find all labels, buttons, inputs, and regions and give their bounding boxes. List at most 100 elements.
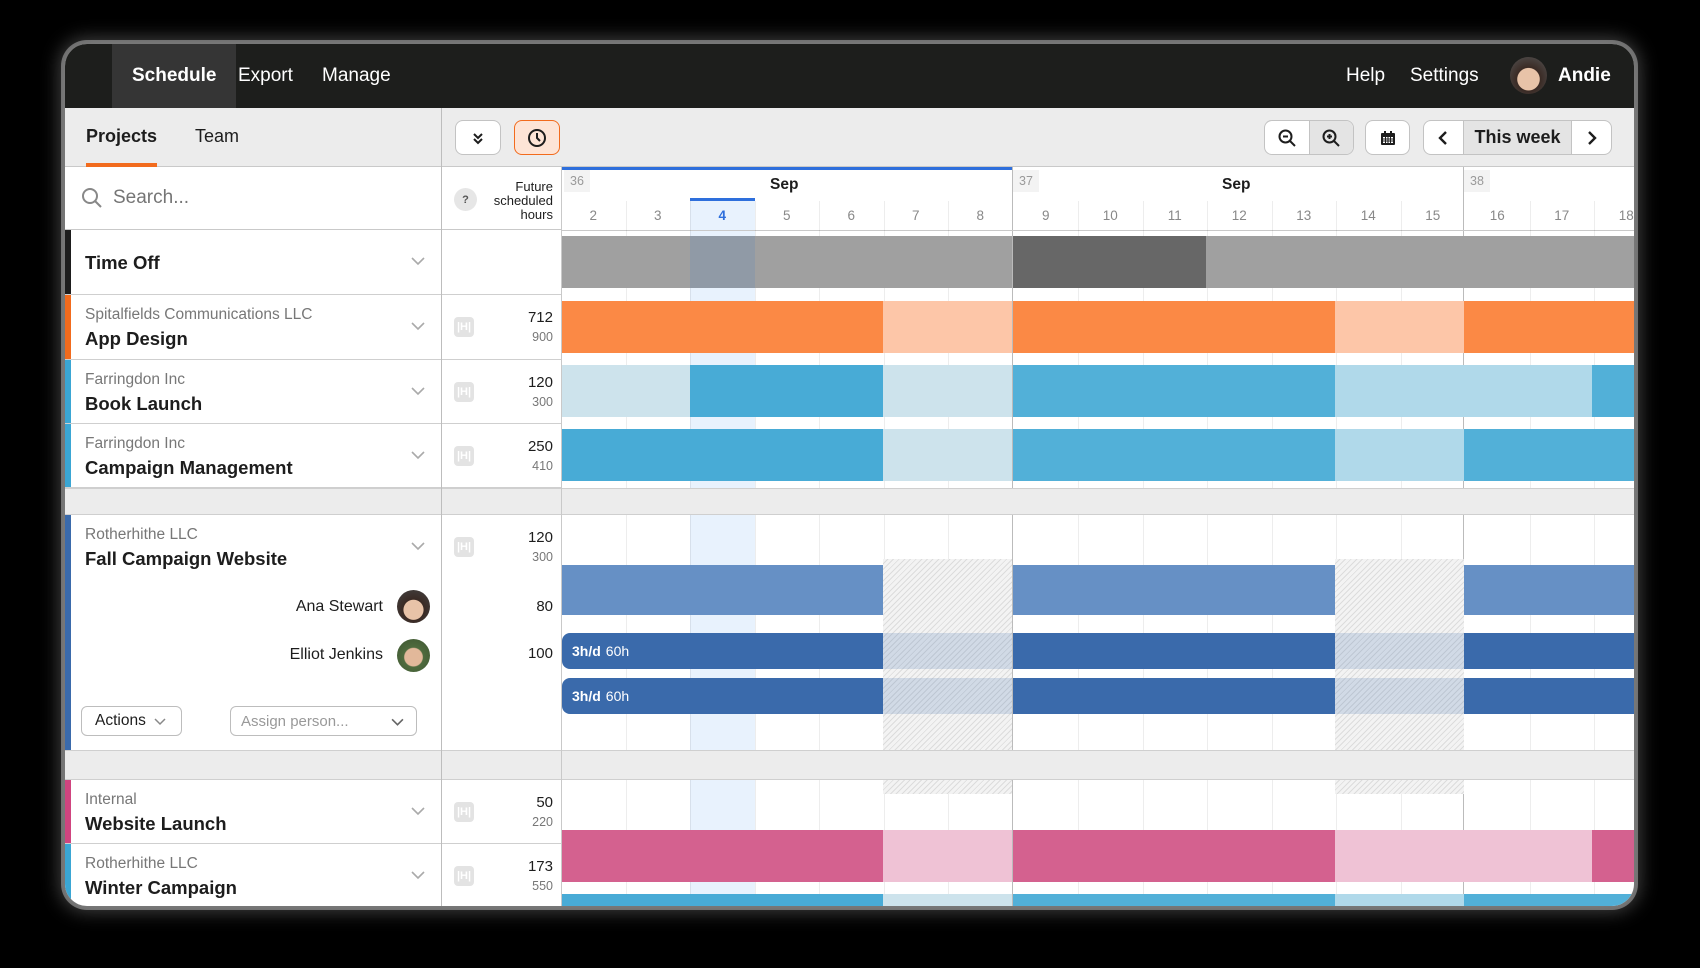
budget-icon[interactable]: |H|: [454, 317, 474, 337]
timeoff-bar[interactable]: [1206, 236, 1634, 288]
tab-projects[interactable]: Projects: [86, 108, 158, 167]
project-row[interactable]: Farringdon Inc Campaign Management: [65, 424, 441, 488]
allocation-bar-light[interactable]: [1335, 429, 1464, 481]
allocation-bar[interactable]: [1013, 365, 1335, 417]
allocation-bar-weekend[interactable]: [1335, 301, 1464, 353]
nav-tab-manage[interactable]: Manage: [310, 44, 403, 108]
chevron-down-icon[interactable]: [411, 319, 425, 333]
project-row-time-off[interactable]: Time Off: [65, 230, 441, 295]
allocation-bar-light[interactable]: [883, 894, 1012, 906]
allocation-bar-light[interactable]: [883, 365, 1012, 417]
person-allocation-bar-weekend[interactable]: [1335, 678, 1464, 714]
chevron-down-icon[interactable]: [411, 804, 425, 818]
chevron-down-icon[interactable]: [411, 384, 425, 398]
allocation-bar-light[interactable]: [1335, 894, 1464, 906]
timeoff-bar-dark[interactable]: [1013, 236, 1206, 288]
allocation-bar-light[interactable]: [1335, 365, 1592, 417]
calendar-icon: [1380, 130, 1395, 145]
chevron-down-icon[interactable]: [411, 868, 425, 882]
help-link[interactable]: Help: [1346, 65, 1386, 86]
budget-icon[interactable]: |H|: [454, 866, 474, 886]
person-allocation-bar[interactable]: [1013, 678, 1335, 714]
allocation-bar[interactable]: [1464, 301, 1634, 353]
allocation-bar[interactable]: [561, 830, 883, 882]
allocation-bar[interactable]: [561, 301, 883, 353]
person-avatar[interactable]: [397, 590, 430, 623]
budget-icon[interactable]: |H|: [454, 802, 474, 822]
chevron-down-icon[interactable]: [411, 448, 425, 462]
label-line: Future: [515, 179, 553, 194]
next-week-button[interactable]: [1571, 121, 1611, 154]
allocation-bar-light[interactable]: [1335, 830, 1592, 882]
person-name[interactable]: Elliot Jenkins: [289, 646, 383, 663]
day-label: 10: [1102, 208, 1118, 223]
allocation-bar[interactable]: [1464, 894, 1634, 906]
scheduled-hours: 250: [527, 438, 553, 455]
person-allocation-bar-weekend[interactable]: [1335, 633, 1464, 669]
allocation-bar[interactable]: [1013, 429, 1335, 481]
toolbar: Projects Team This week: [65, 108, 1634, 167]
person-avatar[interactable]: [397, 639, 430, 672]
allocation-bar[interactable]: [1464, 429, 1634, 481]
person-allocation-bar[interactable]: [1464, 633, 1634, 669]
project-row-expanded[interactable]: Rotherhithe LLC Fall Campaign Website An…: [65, 515, 441, 750]
allocation-bar[interactable]: [1592, 365, 1634, 417]
assign-person-dropdown[interactable]: Assign person...: [230, 706, 417, 736]
person-allocation-bar-weekend[interactable]: [883, 633, 1012, 669]
allocation-bar[interactable]: [1013, 301, 1335, 353]
project-color-strip: [65, 295, 71, 359]
search-box[interactable]: [65, 167, 441, 230]
allocation-bar[interactable]: [1464, 565, 1634, 615]
chevron-down-icon[interactable]: [411, 254, 425, 268]
zoom-in-button[interactable]: [1308, 121, 1353, 154]
project-row[interactable]: Spitalfields Communications LLC App Desi…: [65, 295, 441, 360]
help-badge[interactable]: ?: [454, 188, 477, 211]
actions-dropdown[interactable]: Actions: [81, 706, 182, 736]
allocation-bar[interactable]: [561, 894, 883, 906]
calendar-button[interactable]: [1365, 120, 1410, 155]
total-hours: 300: [532, 395, 553, 409]
allocation-bar-light[interactable]: [883, 830, 1012, 882]
person-allocation-bar[interactable]: [1013, 633, 1335, 669]
this-week-button[interactable]: This week: [1463, 121, 1572, 154]
zoom-out-button[interactable]: [1265, 121, 1309, 154]
tab-team[interactable]: Team: [195, 108, 239, 167]
allocation-bar[interactable]: [690, 365, 883, 417]
allocation-bar-weekend[interactable]: [883, 301, 1012, 353]
allocation-bar[interactable]: [1013, 565, 1335, 615]
allocation-bar[interactable]: [1013, 894, 1335, 906]
nav-tab-export[interactable]: Export: [226, 44, 305, 108]
clock-toggle-button[interactable]: [514, 120, 560, 155]
collapse-all-button[interactable]: [455, 120, 501, 155]
person-allocation-bar[interactable]: [1464, 678, 1634, 714]
day-label: 5: [782, 208, 791, 223]
timeline: 36 Sep 37 Sep 38 2 3 4 5 6 7 8 9 10 11 12 13 14 15 16 1…: [561, 167, 1634, 906]
chevron-down-icon[interactable]: [411, 539, 425, 553]
user-avatar[interactable]: [1510, 57, 1547, 94]
project-row[interactable]: Rotherhithe LLC Winter Campaign: [65, 844, 441, 906]
budget-icon[interactable]: |H|: [454, 537, 474, 557]
allocation-bar[interactable]: [561, 429, 883, 481]
timeoff-bar[interactable]: [561, 236, 1012, 288]
search-input[interactable]: [113, 187, 413, 209]
budget-icon[interactable]: |H|: [454, 446, 474, 466]
person-allocation-bar-weekend[interactable]: [883, 678, 1012, 714]
search-icon: [82, 188, 102, 208]
app-window: Schedule Export Manage Help Settings And…: [65, 44, 1634, 906]
allocation-bar[interactable]: [1592, 830, 1634, 882]
prev-week-button[interactable]: [1424, 121, 1464, 154]
person-name[interactable]: Ana Stewart: [295, 598, 383, 615]
user-name[interactable]: Andie: [1558, 65, 1611, 86]
allocation-bar-light[interactable]: [883, 429, 1012, 481]
week-divider: [1012, 167, 1013, 906]
person-allocation-bar[interactable]: 3h/d 60h: [562, 678, 883, 714]
nav-tab-schedule[interactable]: Schedule: [112, 44, 237, 108]
settings-link[interactable]: Settings: [1410, 65, 1479, 86]
allocation-bar[interactable]: [561, 565, 883, 615]
person-allocation-bar[interactable]: 3h/d 60h: [562, 633, 883, 669]
budget-icon[interactable]: |H|: [454, 382, 474, 402]
project-row[interactable]: Internal Website Launch: [65, 780, 441, 844]
allocation-bar[interactable]: [1013, 830, 1335, 882]
project-row[interactable]: Farringdon Inc Book Launch: [65, 360, 441, 424]
allocation-bar-light[interactable]: [561, 365, 690, 417]
